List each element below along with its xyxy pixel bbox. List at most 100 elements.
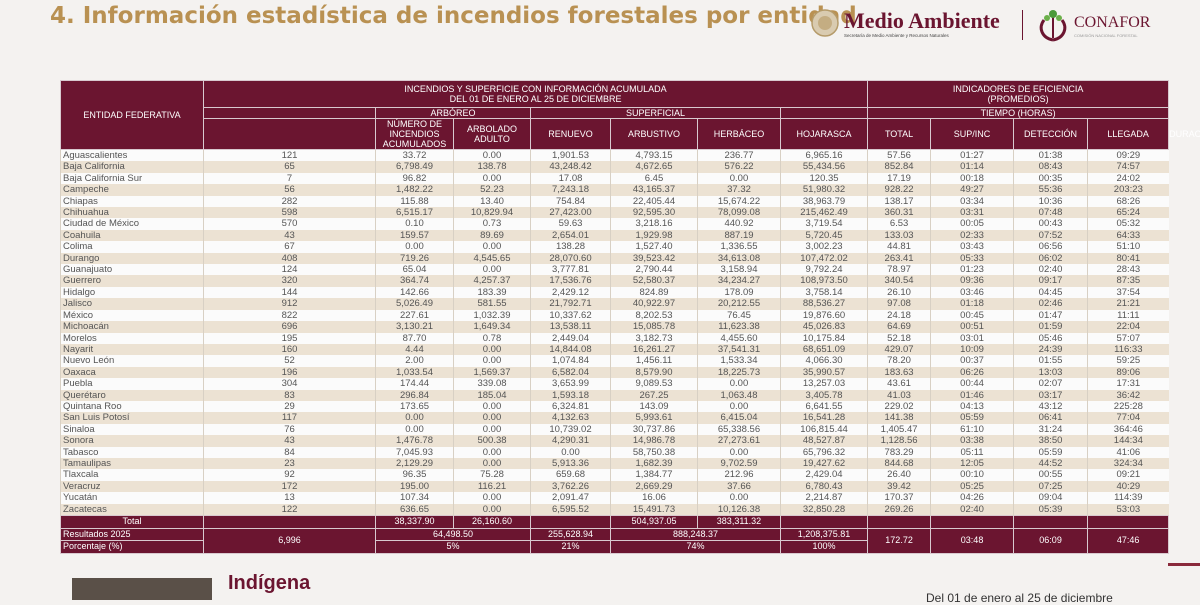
header-group-indicators: INDICADORES DE EFICIENCIA (PROMEDIOS) — [867, 80, 1170, 108]
header-indicators-sub: (PROMEDIOS) — [987, 94, 1049, 104]
table-cell: 51,980.32 — [779, 184, 868, 196]
table-cell: 1,533.34 — [697, 355, 781, 367]
state-name: Oaxaca — [60, 366, 204, 379]
table-cell: 05:59 — [930, 412, 1014, 424]
table-cell: 33.72 — [375, 149, 454, 162]
indigena-caption: Indígena — [228, 572, 311, 594]
table-cell: 35,990.57 — [779, 366, 868, 379]
table-cell: 0.00 — [530, 446, 611, 458]
table-cell: 581.55 — [453, 298, 531, 310]
table-cell: 01:46 — [930, 389, 1014, 401]
table-cell: 144:34 — [1087, 435, 1169, 447]
table-cell: 320 — [203, 275, 376, 287]
table-cell: 05:59 — [1013, 446, 1088, 458]
table-cell: 09:17 — [1013, 275, 1088, 287]
table-cell: 570 — [203, 218, 376, 230]
table-cell: 55:36 — [1013, 184, 1088, 196]
table-cell: 16.06 — [610, 492, 698, 504]
table-cell: 3,719.54 — [779, 218, 868, 230]
table-cell: 10,126.38 — [697, 503, 781, 516]
table-cell: 14,844.08 — [530, 343, 611, 356]
table-cell: 1,476.78 — [375, 435, 454, 447]
table-cell: 15,085.78 — [610, 321, 698, 333]
table-cell: 39.42 — [867, 480, 931, 493]
state-name: Quintana Roo — [60, 400, 204, 413]
table-cell: 3,758.14 — [779, 286, 868, 299]
table-row: Guanajuato 124 65.04 0.00 3,777.81 2,790.44 3,… — [60, 264, 1169, 276]
table-cell: 01:38 — [1013, 149, 1088, 162]
state-name: Guerrero — [60, 275, 204, 287]
table-cell: 364.74 — [375, 275, 454, 287]
table-cell: 06:02 — [1013, 252, 1088, 265]
table-cell: 9,089.53 — [610, 378, 698, 390]
table-cell: 53:03 — [1087, 503, 1169, 516]
table-cell: 183.39 — [453, 286, 531, 299]
state-name: San Luis Potosí — [60, 412, 204, 424]
table-cell: 2,790.44 — [610, 264, 698, 276]
table-cell: 21:21 — [1087, 298, 1169, 310]
table-cell: 10,337.62 — [530, 309, 611, 322]
table-cell: 00:44 — [930, 378, 1014, 390]
column-header: DETECCIÓN — [1013, 118, 1089, 150]
empty-cell — [1087, 515, 1170, 529]
table-cell: 48,527.87 — [779, 435, 868, 447]
table-cell: 3,405.78 — [779, 389, 868, 401]
table-cell: 143.09 — [610, 400, 698, 413]
table-cell: 500.38 — [453, 435, 531, 447]
table-cell: 4,545.65 — [453, 252, 531, 265]
table-cell: 138.17 — [867, 195, 931, 208]
table-cell: 00:18 — [930, 172, 1014, 185]
table-cell: 6,965.16 — [779, 149, 868, 162]
table-cell: 5,720.45 — [779, 229, 868, 242]
table-cell: 89.69 — [453, 229, 531, 242]
table-cell: 0.00 — [453, 503, 531, 516]
table-cell: 195 — [203, 332, 376, 344]
table-row: Campeche 56 1,482.22 52.23 7,243.18 43,165.37… — [60, 184, 1169, 196]
table-cell: 80:41 — [1087, 252, 1169, 265]
table-cell: 360.31 — [867, 207, 931, 219]
table-cell: 84 — [203, 446, 376, 458]
table-cell: 37.66 — [697, 480, 781, 493]
table-row: Aguascalientes 121 33.72 0.00 1,901.53 4,793.… — [60, 149, 1169, 162]
table-cell: 1,336.55 — [697, 241, 781, 253]
table-cell: 23 — [203, 457, 376, 470]
table-cell: 138.28 — [530, 241, 611, 253]
table-cell: 6.53 — [867, 218, 931, 230]
date-range-note: Del 01 de enero al 25 de diciembre — [926, 591, 1113, 605]
results-llegada: 06:09 — [1013, 527, 1089, 554]
table-cell: 29 — [203, 400, 376, 413]
table-cell: 05:25 — [930, 480, 1014, 493]
table-cell: 0.00 — [375, 412, 454, 424]
table-cell: 22:04 — [1087, 321, 1169, 333]
table-cell: 6,415.04 — [697, 412, 781, 424]
table-cell: 10:36 — [1013, 195, 1088, 208]
table-cell: 5,993.61 — [610, 412, 698, 424]
table-cell: 68,651.09 — [779, 343, 868, 356]
table-cell: 78,099.08 — [697, 207, 781, 219]
table-cell: 0.00 — [697, 378, 781, 390]
table-cell: 57.56 — [867, 149, 931, 162]
table-cell: 3,158.94 — [697, 264, 781, 276]
conafor-subtitle: COMISIÓN NACIONAL FORESTAL — [1074, 33, 1138, 38]
table-cell: 06:26 — [930, 366, 1014, 379]
table-cell: 269.26 — [867, 503, 931, 516]
table-cell: 57:07 — [1087, 332, 1169, 344]
table-cell: 10,175.84 — [779, 332, 868, 344]
percent-arboreo: 5% — [375, 540, 531, 554]
table-cell: 4,132.63 — [530, 412, 611, 424]
table-cell: 215,462.49 — [779, 207, 868, 219]
table-cell: 8,579.90 — [610, 366, 698, 379]
table-cell: 78.20 — [867, 355, 931, 367]
table-cell: 170.37 — [867, 492, 931, 504]
table-cell: 00:51 — [930, 321, 1014, 333]
table-cell: 195.00 — [375, 480, 454, 493]
state-name: Tlaxcala — [60, 469, 204, 481]
results-sup-inc: 172.72 — [867, 527, 932, 554]
table-cell: 6,515.17 — [375, 207, 454, 219]
percent-label: Porcentaje (%) — [60, 540, 204, 554]
table-cell: 52.18 — [867, 332, 931, 344]
table-cell: 1,649.34 — [453, 321, 531, 333]
state-name: Ciudad de México — [60, 218, 204, 230]
table-cell: 174.44 — [375, 378, 454, 390]
table-cell: 09:29 — [1087, 149, 1169, 162]
